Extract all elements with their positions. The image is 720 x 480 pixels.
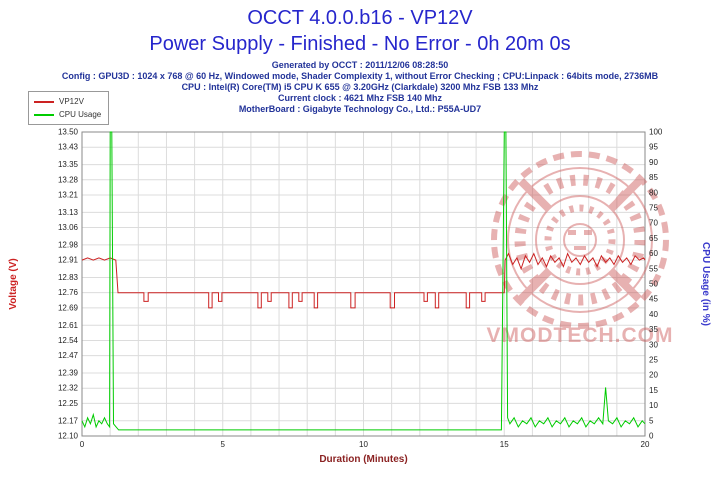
report-info: Generated by OCCT : 2011/12/06 08:28:50 … xyxy=(0,60,720,115)
svg-text:50: 50 xyxy=(649,280,658,289)
svg-text:13.28: 13.28 xyxy=(58,175,79,184)
svg-text:13.21: 13.21 xyxy=(58,190,79,199)
svg-text:12.83: 12.83 xyxy=(58,273,79,282)
watermark-emblem: VMODTECH.COM xyxy=(487,151,674,347)
svg-text:12.98: 12.98 xyxy=(58,240,79,249)
legend-label-cpu-usage: CPU Usage xyxy=(59,110,102,119)
voltage-cpu-usage-chart: VMODTECH.COM 12.1012.1712.2512.3212.3912… xyxy=(8,128,711,466)
svg-text:15: 15 xyxy=(500,440,509,449)
chart-grid xyxy=(81,131,646,437)
info-motherboard: MotherBoard : Gigabyte Technology Co., L… xyxy=(238,104,482,114)
info-generated: Generated by OCCT : 2011/12/06 08:28:50 xyxy=(271,60,449,70)
svg-text:5: 5 xyxy=(649,416,654,425)
svg-text:12.17: 12.17 xyxy=(58,416,79,425)
svg-text:12.47: 12.47 xyxy=(58,351,79,360)
report-title: OCCT 4.0.0.b16 - VP12V xyxy=(247,7,473,29)
svg-text:0: 0 xyxy=(649,432,654,441)
watermark-text: VMODTECH.COM xyxy=(487,324,674,347)
svg-text:CPU Usage (in %): CPU Usage (in %) xyxy=(700,242,711,326)
legend-item-cpu-usage: CPU Usage xyxy=(34,108,101,121)
svg-text:20: 20 xyxy=(641,440,650,449)
svg-text:45: 45 xyxy=(649,295,658,304)
svg-text:13.43: 13.43 xyxy=(58,143,79,152)
svg-text:12.61: 12.61 xyxy=(58,321,79,330)
svg-text:12.54: 12.54 xyxy=(58,336,79,345)
svg-text:30: 30 xyxy=(649,340,658,349)
svg-text:85: 85 xyxy=(649,173,658,182)
info-current-clock: Current clock : 4621 Mhz FSB 140 Mhz xyxy=(277,93,443,103)
report-header: OCCT 4.0.0.b16 - VP12V Power Supply - Fi… xyxy=(0,0,720,57)
report-subtitle: Power Supply - Finished - No Error - 0h … xyxy=(149,33,571,55)
svg-text:10: 10 xyxy=(649,401,658,410)
svg-text:15: 15 xyxy=(649,386,658,395)
svg-text:90: 90 xyxy=(649,158,658,167)
svg-text:13.06: 13.06 xyxy=(58,223,79,232)
svg-text:5: 5 xyxy=(221,440,226,449)
svg-text:20: 20 xyxy=(649,371,658,380)
legend-item-vp12v: VP12V xyxy=(34,95,101,108)
svg-text:10: 10 xyxy=(359,440,368,449)
svg-text:0: 0 xyxy=(80,440,85,449)
svg-text:Voltage (V): Voltage (V) xyxy=(8,258,19,309)
svg-text:12.39: 12.39 xyxy=(58,369,79,378)
svg-text:70: 70 xyxy=(649,219,658,228)
svg-text:12.69: 12.69 xyxy=(58,303,79,312)
legend-label-vp12v: VP12V xyxy=(59,97,84,106)
info-cpu: CPU : Intel(R) Core(TM) i5 CPU K 655 @ 3… xyxy=(181,82,539,92)
chart-axes: 12.10 12.17 12.25 12.32 12.39 12.47 12.54 12.61… xyxy=(8,128,711,466)
svg-text:55: 55 xyxy=(649,264,658,273)
svg-text:100: 100 xyxy=(649,128,663,137)
svg-text:80: 80 xyxy=(649,188,658,197)
svg-text:35: 35 xyxy=(649,325,658,334)
svg-text:65: 65 xyxy=(649,234,658,243)
chart-series xyxy=(81,131,646,431)
svg-text:60: 60 xyxy=(649,249,658,258)
svg-text:Duration (Minutes): Duration (Minutes) xyxy=(319,454,407,465)
cpu-usage-line-swatch xyxy=(34,113,54,116)
svg-text:40: 40 xyxy=(649,310,658,319)
svg-text:75: 75 xyxy=(649,204,658,213)
chart-legend: VP12V CPU Usage xyxy=(28,91,110,125)
vp12v-line-swatch xyxy=(34,100,54,103)
svg-text:12.76: 12.76 xyxy=(58,288,79,297)
svg-text:12.32: 12.32 xyxy=(58,384,79,393)
info-config: Config : GPU3D : 1024 x 768 @ 60 Hz, Win… xyxy=(61,71,659,81)
svg-text:13.35: 13.35 xyxy=(58,160,79,169)
svg-text:13.50: 13.50 xyxy=(58,128,79,137)
svg-text:13.13: 13.13 xyxy=(58,208,79,217)
svg-text:95: 95 xyxy=(649,143,658,152)
svg-text:12.10: 12.10 xyxy=(58,432,79,441)
svg-text:12.91: 12.91 xyxy=(58,256,79,265)
svg-text:12.25: 12.25 xyxy=(58,399,79,408)
svg-text:25: 25 xyxy=(649,356,658,365)
